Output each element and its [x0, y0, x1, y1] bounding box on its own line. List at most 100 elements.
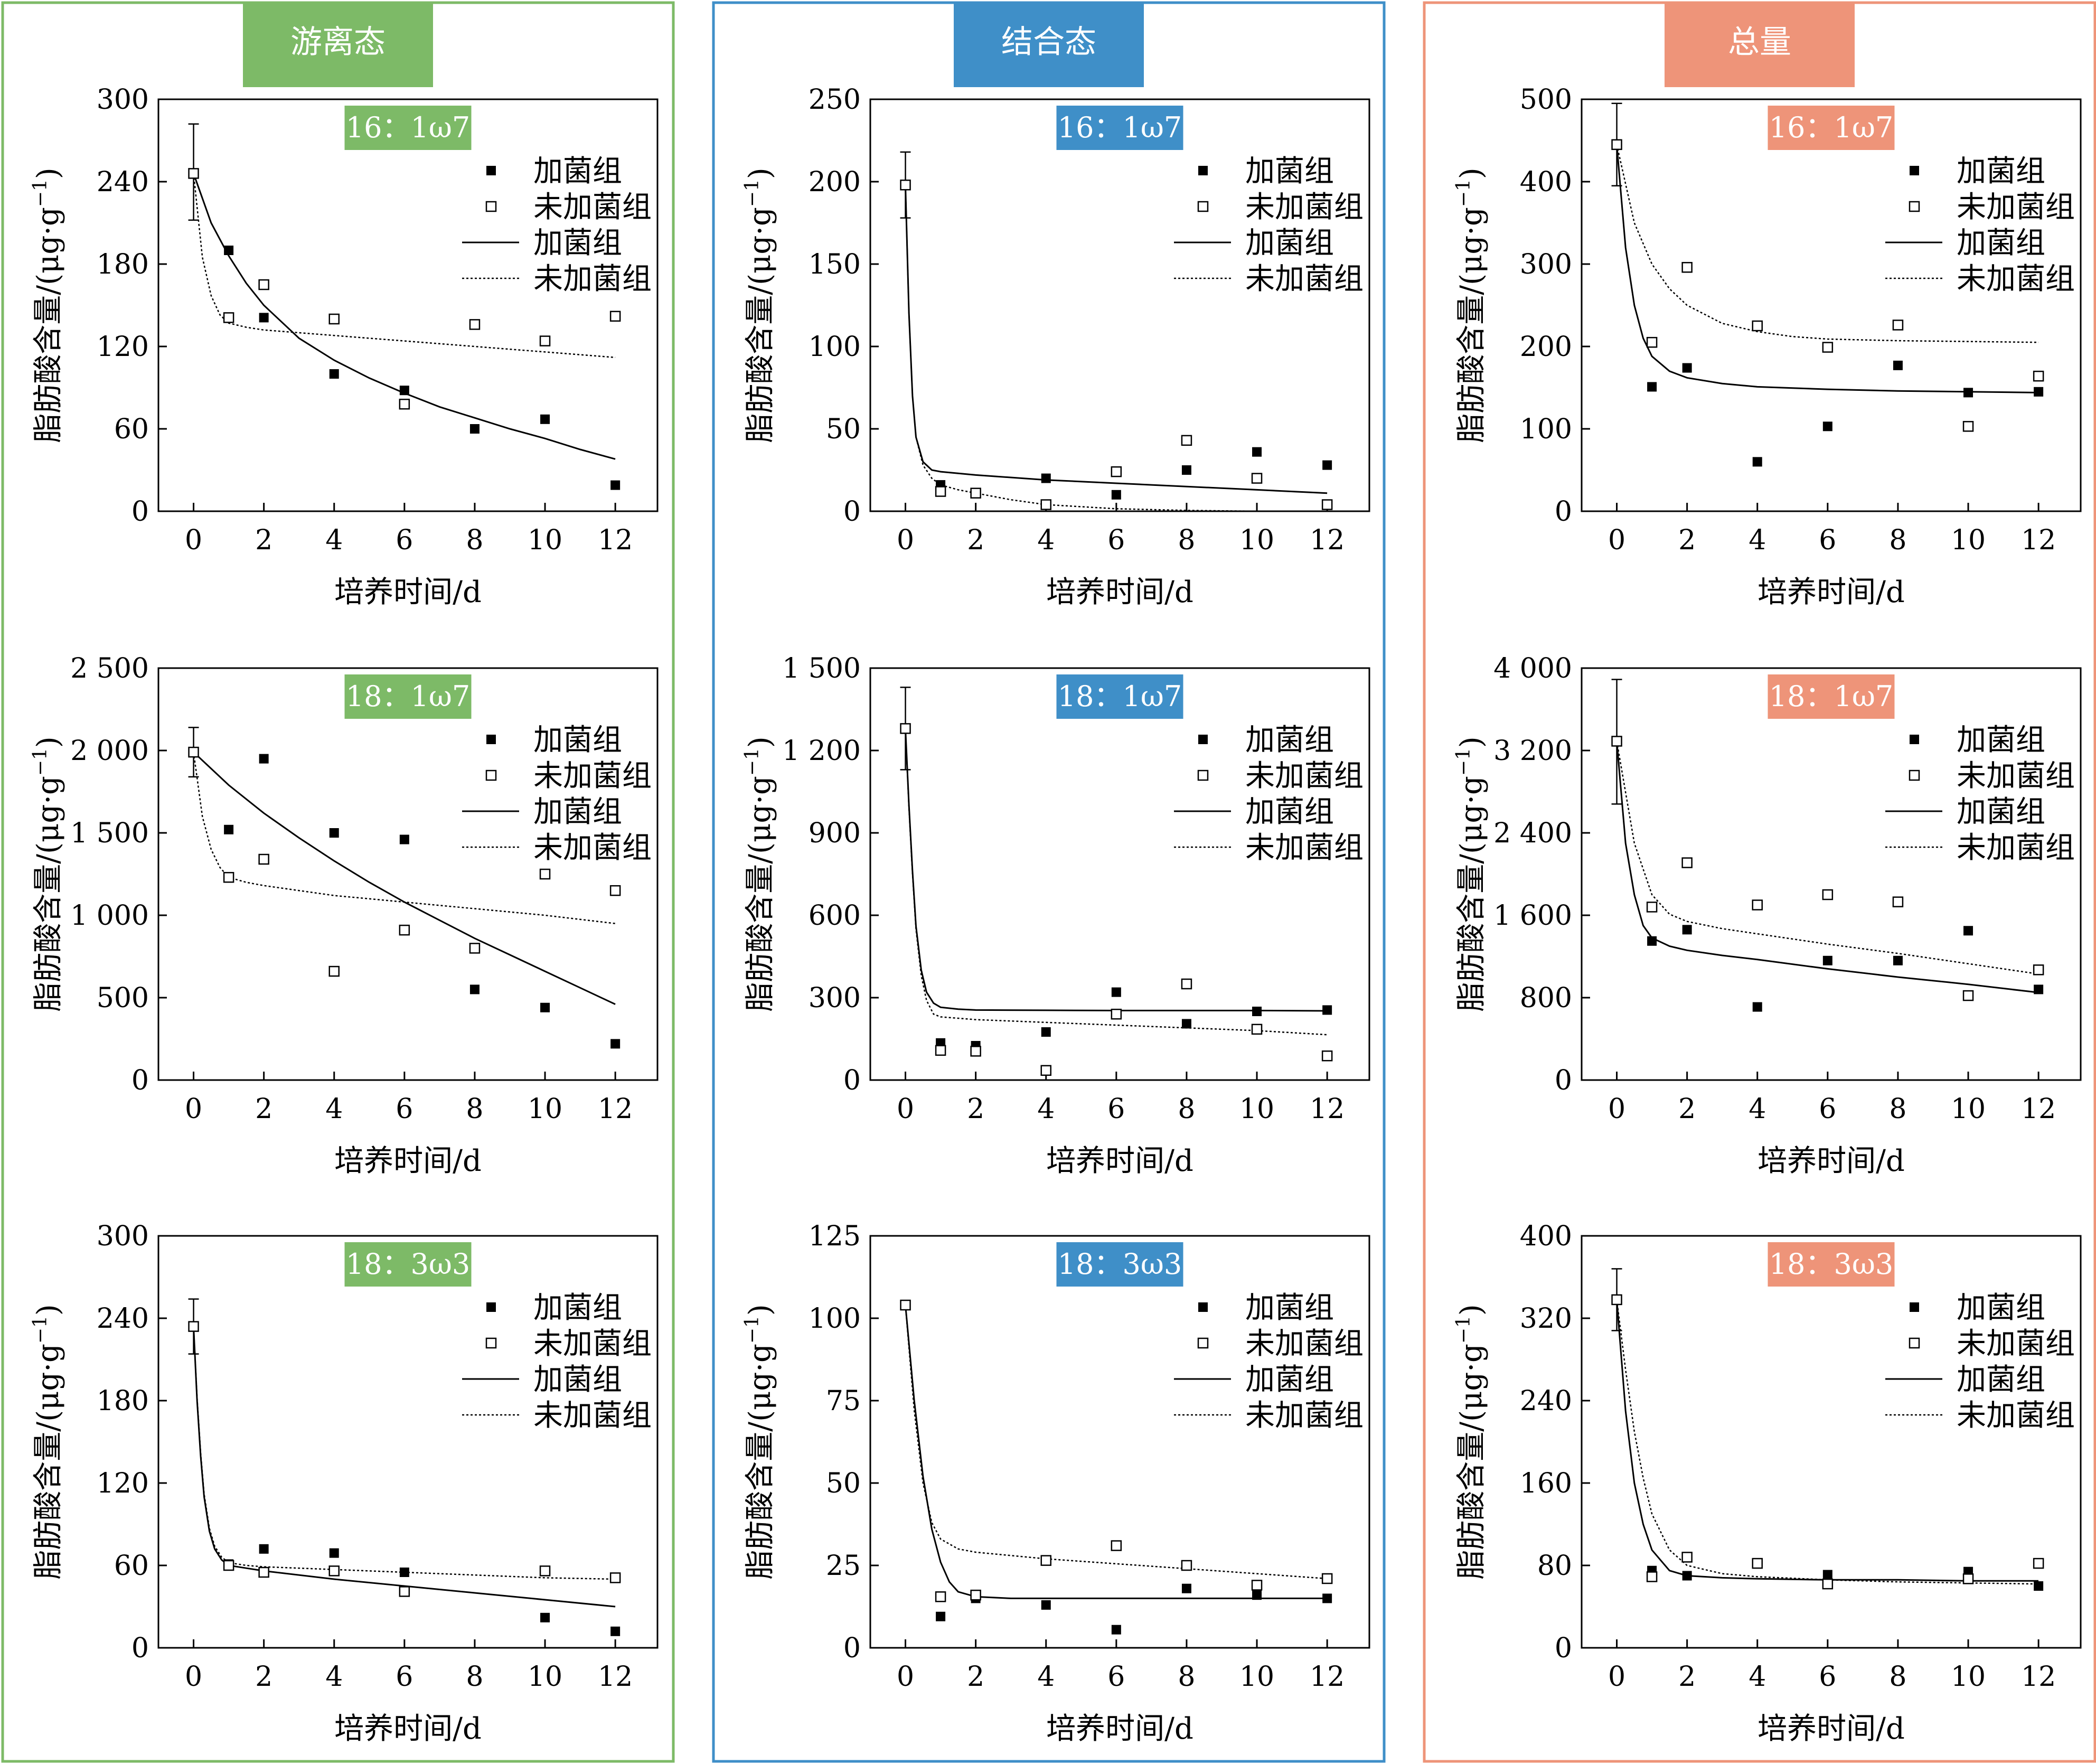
y-tick-label: 0	[1555, 1632, 1572, 1664]
y-tick-label: 2 400	[1493, 818, 1572, 849]
point-control	[1040, 1555, 1051, 1566]
point-treated	[1322, 460, 1332, 470]
y-tick-label: 300	[1520, 249, 1572, 280]
point-treated	[1041, 1027, 1051, 1037]
point-control	[258, 1566, 269, 1578]
x-tick-label: 0	[897, 524, 914, 556]
panel-title-box	[1768, 1242, 1895, 1287]
point-treated	[1322, 1593, 1332, 1603]
x-tick-label: 10	[528, 524, 562, 556]
column-header-tab	[1665, 3, 1855, 87]
legend-marker-control	[1197, 201, 1209, 212]
x-tick-label: 6	[1107, 524, 1125, 556]
point-control	[399, 924, 410, 936]
y-axis-label: 脂肪酸含量/(μg·g−1)	[1453, 736, 1489, 1012]
legend-label: 加菌组	[1957, 1363, 2045, 1397]
panel-title-box	[1768, 674, 1895, 719]
point-control	[539, 868, 551, 880]
y-tick-label: 160	[1520, 1468, 1572, 1499]
y-axis-label: 脂肪酸含量/(μg·g−1)	[741, 1304, 777, 1580]
x-axis-label: 培养时间/d	[1757, 1712, 1905, 1746]
x-tick-label: 12	[598, 1093, 633, 1125]
point-control	[900, 723, 911, 734]
point-control	[900, 1299, 911, 1311]
legend-label: 未加菌组	[1245, 190, 1364, 224]
point-treated	[1181, 1583, 1191, 1593]
y-tick-label: 0	[1555, 496, 1572, 528]
chart-panel: 0 100 200 300 400 500 0 2 4 6 8 10 12 培养时间/d 脂肪酸含量/(μg…	[1453, 84, 2082, 609]
point-control	[1111, 466, 1122, 477]
y-tick-label: 0	[131, 1632, 149, 1664]
x-tick-label: 10	[1239, 1093, 1274, 1125]
fit-line-treated	[193, 173, 616, 460]
x-tick-label: 4	[1037, 524, 1055, 556]
point-treated	[1041, 473, 1051, 483]
legend-marker-control	[1909, 1337, 1920, 1349]
point-control	[1040, 499, 1051, 510]
point-treated	[469, 984, 480, 994]
y-axis-label-superscript: −1	[30, 748, 51, 776]
point-control	[328, 313, 340, 325]
point-treated	[1252, 1007, 1262, 1016]
point-treated	[1752, 457, 1762, 467]
panel-title-box	[1768, 106, 1895, 150]
x-tick-label: 4	[325, 1661, 343, 1693]
y-axis-label-main: 脂肪酸含量/(μg·g	[1454, 776, 1489, 1012]
x-tick-label: 10	[1951, 524, 1986, 556]
chart-panel: 0 50 100 150 200 250 0 2 4 6 8 10 12 培养时间/d 脂肪酸含量/(μg·…	[741, 84, 1370, 609]
plot-frame	[157, 98, 659, 512]
x-tick-label: 0	[897, 1093, 914, 1125]
point-control	[900, 179, 911, 191]
y-tick-label: 120	[97, 1468, 149, 1499]
column-header-tab	[954, 3, 1144, 87]
point-control	[223, 871, 234, 883]
x-tick-label: 0	[185, 1093, 202, 1125]
legend-label: 加菌组	[533, 1291, 622, 1325]
legend-marker-treated	[1198, 1302, 1208, 1312]
y-tick-label: 1 600	[1493, 900, 1572, 932]
x-tick-label: 4	[1749, 524, 1766, 556]
x-tick-label: 6	[396, 1661, 413, 1693]
y-tick-label: 50	[826, 1468, 861, 1499]
y-tick-label: 0	[843, 1632, 861, 1664]
x-tick-label: 0	[185, 524, 202, 556]
y-tick-label: 240	[1520, 1385, 1572, 1417]
y-tick-label: 500	[1520, 84, 1572, 116]
y-tick-label: 100	[1520, 414, 1572, 445]
point-control	[1752, 1557, 1763, 1569]
y-tick-label: 100	[809, 331, 861, 363]
y-tick-label: 0	[843, 1065, 861, 1096]
chart-panel: 0 80 160 240 320 400 0 2 4 6 8 10 12 培养时间/d 脂肪酸含量/(μg·…	[1453, 1221, 2082, 1746]
legend-marker-treated	[1910, 166, 1919, 175]
x-tick-label: 2	[255, 1661, 272, 1693]
x-axis-label: 培养时间/d	[1046, 575, 1193, 609]
legend-label: 未加菌组	[1245, 831, 1364, 865]
y-axis-label-superscript: −1	[1453, 748, 1474, 776]
panel-title: 18：1ω7	[1769, 680, 1893, 713]
y-tick-label: 600	[809, 900, 861, 932]
point-control	[223, 312, 234, 323]
point-treated	[936, 1611, 946, 1621]
x-tick-label: 8	[1889, 1093, 1906, 1125]
y-axis-label-end: )	[1454, 1304, 1489, 1316]
y-tick-label: 500	[97, 982, 149, 1014]
point-treated	[1111, 490, 1121, 500]
x-tick-label: 6	[1107, 1093, 1125, 1125]
point-treated	[2034, 1581, 2044, 1591]
y-tick-label: 2 500	[70, 653, 149, 684]
y-axis-label-main: 脂肪酸含量/(μg·g	[1454, 1344, 1489, 1580]
point-control	[1611, 1294, 1622, 1306]
point-control	[328, 965, 340, 977]
point-treated	[1181, 465, 1191, 475]
x-tick-label: 6	[1819, 1661, 1836, 1693]
point-control	[1181, 1560, 1192, 1571]
y-tick-label: 250	[809, 84, 861, 116]
y-tick-label: 180	[97, 1385, 149, 1417]
y-tick-label: 4 000	[1493, 653, 1572, 684]
legend-marker-control	[1197, 770, 1209, 781]
legend-label: 未加菌组	[1957, 1327, 2075, 1361]
fit-line-treated	[1616, 144, 2039, 393]
